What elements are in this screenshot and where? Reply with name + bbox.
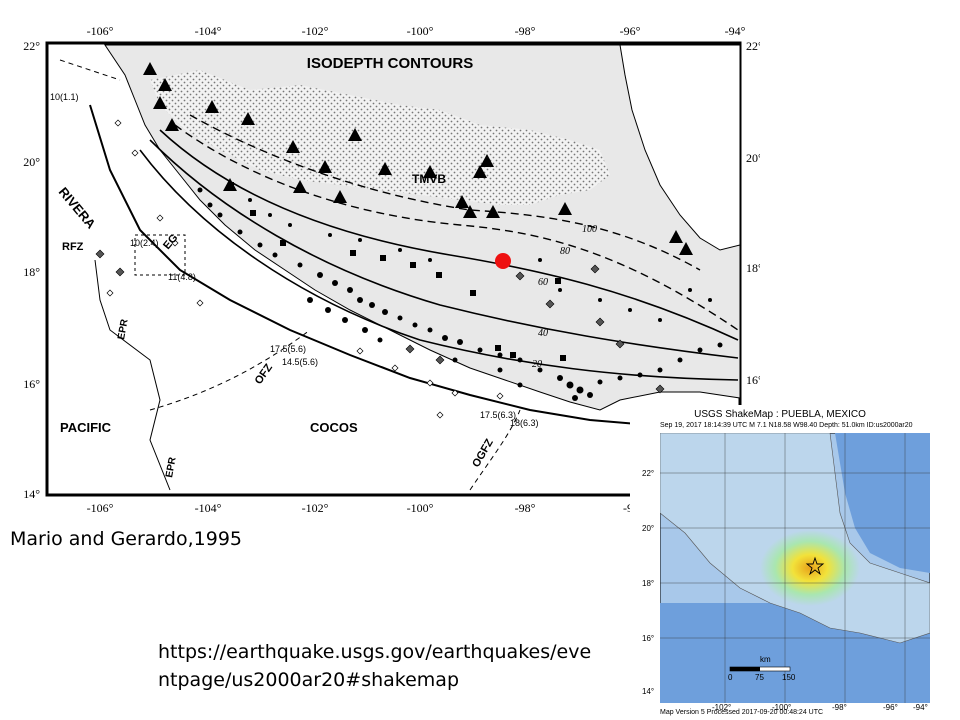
url-line-1: https://earthquake.usgs.gov/earthquakes/… [158, 641, 592, 663]
map-caption: Mario and Gerardo,1995 [10, 528, 242, 550]
bottom-lon-tick-4: -98° [515, 501, 536, 515]
sm-lon-tick-1: -100° [772, 703, 792, 712]
right-lat-tick-0: 22° [746, 39, 760, 53]
shakemap-scale-bar [729, 666, 791, 672]
sm-lat-tick-4: 14° [642, 687, 655, 696]
right-lat-tick-2: 18° [746, 261, 760, 275]
sm-lat-tick-3: 16° [642, 634, 655, 643]
shakemap-title: USGS ShakeMap : PUEBLA, MEXICO [694, 409, 866, 420]
age-label-6: 17.5(6.3) [480, 410, 516, 420]
contour-label-80: 80 [560, 246, 570, 257]
sm-lat-tick-0: 22° [642, 469, 655, 478]
map-frame-ticks [46, 42, 741, 496]
map-title: ISODEPTH CONTOURS [307, 55, 473, 72]
label-epr-south: EPR [164, 456, 179, 479]
sm-lon-tick-2: -98° [832, 703, 847, 712]
bottom-lon-tick-1: -104° [195, 501, 222, 515]
label-tmvb: TMVB [412, 172, 446, 186]
contour-80 [174, 124, 739, 331]
sm-lat-tick-2: 18° [642, 579, 655, 588]
shakemap-svg [660, 433, 930, 703]
eg-box [134, 234, 186, 276]
age-label-3: 11(4.8) [168, 272, 196, 282]
contour-label-40: 40 [538, 328, 548, 339]
bottom-lon-tick-0: -106° [87, 501, 114, 515]
shakemap-footer: Map Version 5 Processed 2017-09-20 00:48… [660, 709, 824, 716]
shakemap-gulf [835, 433, 930, 573]
top-lon-tick-3: -100° [407, 24, 434, 38]
ogfz-line [469, 409, 521, 491]
age-label-4: 17.5(5.6) [270, 344, 306, 354]
bottom-lon-tick-3: -100° [407, 501, 434, 515]
tmvb-region [150, 70, 610, 205]
top-lon-tick-0: -106° [87, 24, 114, 38]
epr-line [94, 259, 171, 491]
shakemap-inset: USGS ShakeMap : PUEBLA, MEXICO Sep 19, 2… [630, 405, 950, 720]
shakemap-grid [660, 433, 930, 703]
sm-scale-tick-1: 75 [755, 673, 764, 682]
seismicity-points [197, 187, 723, 401]
left-lat-tick-0: 22° [23, 39, 40, 53]
label-cocos: COCOS [310, 420, 358, 435]
top-lon-tick-6: -94° [725, 24, 746, 38]
contour-20 [139, 149, 739, 381]
label-epr-north: EPR [116, 318, 131, 341]
sm-lon-tick-4: -94° [913, 703, 928, 712]
bottom-lon-tick-2: -102° [302, 501, 329, 515]
sm-scale-tick-0: 0 [728, 673, 733, 682]
age-label-2: 10(2.4) [130, 238, 159, 248]
label-pacific: PACIFIC [60, 420, 112, 435]
tectonic-map: -106° -104° -102° -100° -98° -96° -94° -… [23, 24, 760, 515]
sm-lat-tick-1: 20° [642, 524, 655, 533]
contour-label-60: 60 [538, 277, 548, 288]
top-lon-tick-2: -102° [302, 24, 329, 38]
top-lon-tick-1: -104° [195, 24, 222, 38]
age-label-7: 18(6.3) [510, 418, 539, 428]
left-lat-tick-4: 14° [23, 487, 40, 501]
rivera-boundary [59, 59, 121, 81]
sm-lon-tick-0: -102° [712, 703, 732, 712]
shakemap-subtitle: Sep 19, 2017 18:14:39 UTC M 7.1 N18.58 W… [660, 422, 913, 429]
sm-scale-tick-2: 150 [782, 673, 796, 682]
contour-label-100: 100 [582, 224, 597, 235]
trench-line [89, 104, 701, 429]
contour-label-20: 20 [532, 359, 542, 370]
top-lon-tick-5: -96° [620, 24, 641, 38]
contour-40 [149, 139, 739, 359]
bottom-lon-tick-5: -9 [623, 501, 633, 515]
square-events [228, 182, 566, 361]
top-lon-tick-4: -98° [515, 24, 536, 38]
epicenter-marker [495, 253, 511, 269]
open-diamond-events [106, 119, 504, 419]
contour-100 [189, 114, 701, 271]
left-lat-tick-1: 20° [23, 155, 40, 169]
age-label-1: 10(1.1) [50, 92, 79, 102]
url-line-2: ntpage/us2000ar20#shakemap [158, 669, 460, 691]
age-label-5: 14.5(5.6) [282, 357, 318, 367]
right-lat-tick-1: 20° [746, 151, 760, 165]
left-lat-tick-2: 18° [23, 265, 40, 279]
tectonic-map-svg: -106° -104° -102° -100° -98° -96° -94° -… [23, 24, 760, 515]
shakemap-url[interactable]: https://earthquake.usgs.gov/earthquakes/… [158, 638, 628, 694]
label-rfz: RFZ [62, 241, 84, 253]
left-lat-tick-3: 16° [23, 377, 40, 391]
shakemap-epicenter-star [805, 556, 825, 576]
sm-scale-unit: km [760, 655, 771, 664]
gulf-area [619, 44, 741, 251]
diamond-events [95, 249, 665, 394]
right-lat-tick-3: 16° [746, 373, 760, 387]
sm-lon-tick-3: -96° [883, 703, 898, 712]
